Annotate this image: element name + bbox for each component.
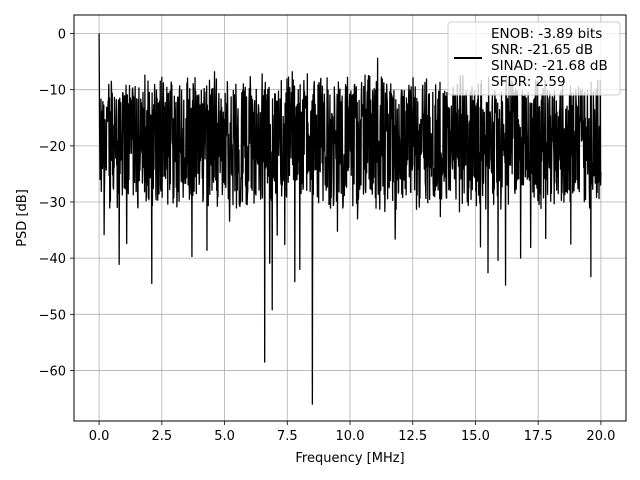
legend: ENOB: -3.89 bits SNR: -21.65 dB SINAD: -… bbox=[447, 21, 621, 96]
y-tick-label: −40 bbox=[39, 252, 66, 267]
legend-box bbox=[447, 21, 621, 96]
y-tick-label: −30 bbox=[39, 196, 66, 211]
x-tick-label: 20.0 bbox=[586, 429, 615, 444]
x-tick-label: 12.5 bbox=[398, 429, 427, 444]
x-tick-label: 7.5 bbox=[277, 429, 298, 444]
legend-entry-sfdr: SFDR: 2.59 bbox=[491, 74, 566, 90]
y-tick-label: −10 bbox=[39, 84, 66, 99]
y-axis: 0 −10 −20 −30 −40 −50 −60 bbox=[39, 28, 74, 379]
x-tick-label: 10.0 bbox=[336, 429, 365, 444]
y-tick-label: −60 bbox=[39, 364, 66, 379]
y-tick-label: 0 bbox=[58, 28, 66, 43]
x-axis-label: Frequency [MHz] bbox=[295, 451, 404, 466]
y-tick-label: −20 bbox=[39, 140, 66, 155]
y-axis-label: PSD [dB] bbox=[15, 189, 30, 247]
x-tick-label: 15.0 bbox=[461, 429, 490, 444]
x-tick-label: 0.0 bbox=[89, 429, 110, 444]
x-tick-label: 5.0 bbox=[214, 429, 235, 444]
legend-entry-enob: ENOB: -3.89 bits bbox=[491, 26, 602, 42]
legend-entry-sinad: SINAD: -21.68 dB bbox=[491, 58, 608, 74]
x-axis: 0.0 2.5 5.0 7.5 10.0 12.5 15.0 17.5 20.0 bbox=[89, 421, 615, 444]
x-tick-label: 17.5 bbox=[524, 429, 553, 444]
y-tick-label: −50 bbox=[39, 308, 66, 323]
legend-entry-snr: SNR: -21.65 dB bbox=[491, 42, 593, 58]
x-tick-label: 2.5 bbox=[151, 429, 172, 444]
